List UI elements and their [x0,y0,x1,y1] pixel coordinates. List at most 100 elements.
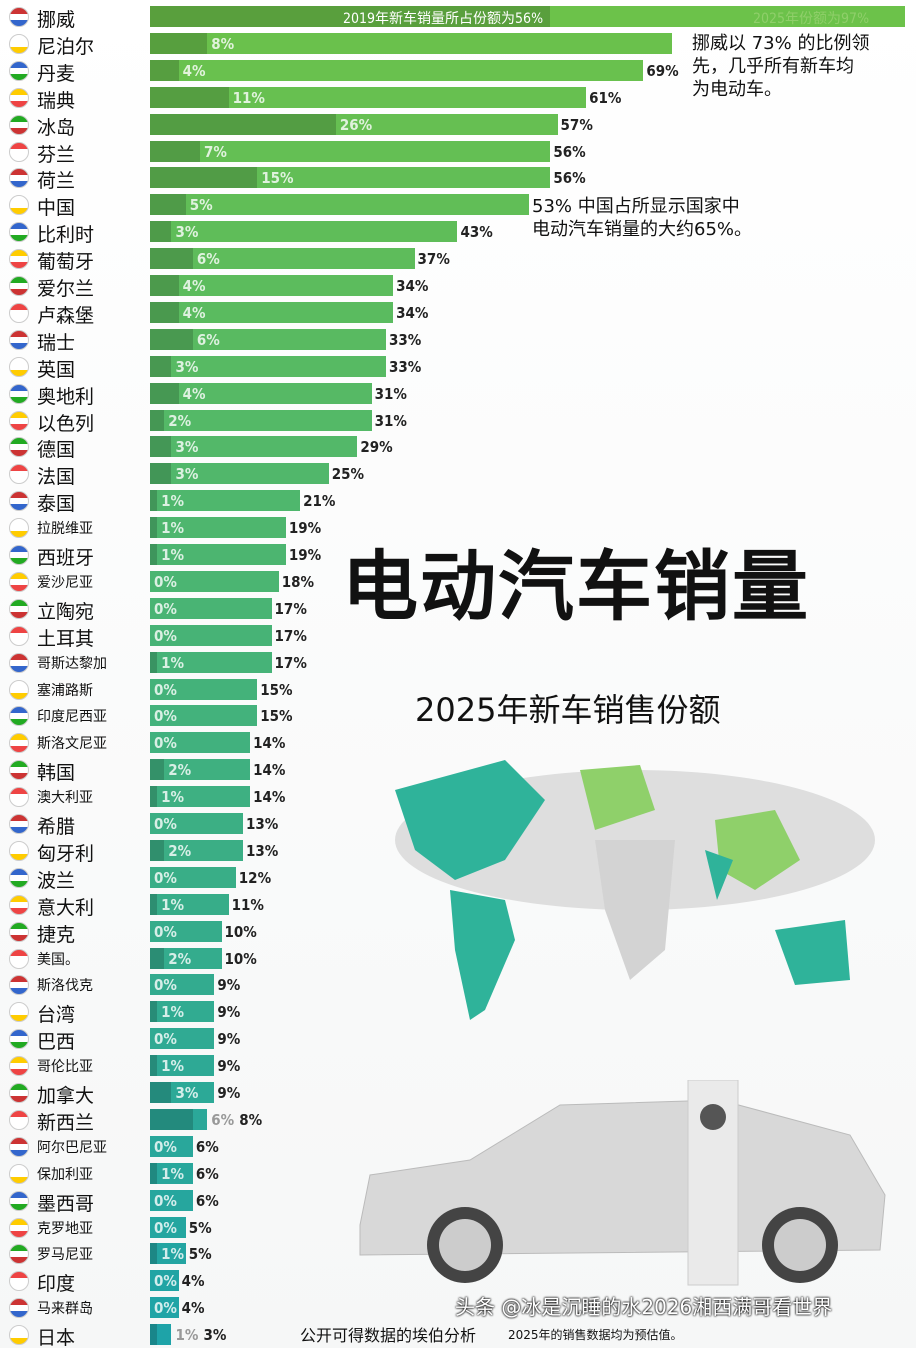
bar-2019 [150,1162,158,1184]
flag-icon [9,222,29,243]
bar-label-2019: 0% [154,1272,177,1291]
bar-label-2019: 6% [196,250,220,269]
bar-2025 [150,275,394,296]
country-label: 保加利亚 [37,1166,93,1183]
country-label: 英国 [37,358,76,381]
bar-label-2025: 19% [288,546,322,564]
bar-label-2019: 3% [175,357,199,376]
india [705,850,733,900]
bar-label-2019: 0% [154,734,177,753]
europe [580,765,655,830]
bar-label-2019: 4% [182,277,206,295]
bar-label-2025: 31% [374,384,407,403]
bar-row: 斯洛伐克 0% 9% [0,971,916,998]
bar-label-2019: 0% [154,922,177,941]
bar-2025 [150,490,301,512]
bar-label-2019: 2% [168,841,192,860]
chart-subtitle: 2025年新车销售份额 [415,691,721,729]
bar-label-2019: 8% [211,34,235,53]
flag-icon [9,410,29,431]
bar-label-2025: 15% [260,707,293,726]
africa [595,840,675,980]
bar-2025 [150,947,222,969]
country-label: 墨西哥 [37,1192,95,1215]
bar-label-2019: 1% [161,519,185,538]
bar-2025 [150,517,286,539]
bar-2025 [150,893,229,915]
bar-2025 [150,920,222,942]
bar-2025 [150,59,644,81]
bar-label-2019: 0% [154,707,177,726]
bar-label-2019: 15% [261,169,294,188]
flag-icon [9,464,29,485]
bar-row: 尼泊尔 8% [0,30,916,58]
bar-label-2025: 33% [388,330,422,349]
country-label: 瑞士 [37,331,76,354]
bar-2025 [150,705,258,727]
flag-icon [9,356,29,377]
flag-icon [9,1083,29,1103]
bar-row: 加拿大 3% 9% [0,1079,916,1107]
bar-2019 [150,59,179,81]
country-label: 泰国 [37,493,76,516]
bar-row: 塞浦路斯 0% 15% [0,676,916,703]
bar-row: 罗马尼亚 1% 5% [0,1240,916,1267]
china-value-label: 53% [532,196,573,217]
annotation-line: 中国占所显示国家中 [577,196,740,217]
bar-2025 [150,866,236,888]
flag-icon [9,141,29,162]
country-label: 台湾 [37,1004,76,1027]
charger-light [700,1104,726,1130]
bar-label-2025: 21% [303,492,336,511]
bar-row: 保加利亚 1% 6% [0,1160,916,1187]
bar-label-2019: 0% [154,1218,177,1237]
bar-2025 [150,1270,179,1292]
bar-label-2025: 14% [253,761,286,780]
bar-2019 [150,140,201,162]
bar-label-2019: 2019年新车销量所占份额为56% [343,11,544,27]
bar-2025 [150,301,394,323]
bar-row: 希腊 0% 13% [0,810,916,838]
flag-icon [9,1325,29,1346]
bar-2019 [150,947,165,969]
bar-label-2025: 25% [331,465,365,484]
country-label: 挪威 [37,9,76,31]
bar-label-2019: 1% [161,895,185,914]
country-label: 澳大利亚 [37,790,93,807]
flag-icon [9,1109,29,1130]
bar-label-2025: 56% [553,169,586,188]
country-label: 葡萄牙 [37,251,95,274]
bar-label-2025: 34% [396,303,429,322]
bar-row: 澳大利亚 1% 14% [0,783,916,810]
bar-2025 [150,974,215,996]
bar-label-2019: 1% [161,1245,185,1264]
bar-row: 英国 3% 33% [0,353,916,381]
bar-label-2019: 1% [161,546,185,564]
bar-2019 [150,1055,158,1077]
flag-icon [9,706,29,727]
flag-icon [9,840,29,861]
flag-icon [9,1298,29,1319]
bar-2025 [150,355,386,377]
bar-label-2025: 6% [195,1164,219,1183]
bar-2019 [150,544,158,565]
flag-icon [9,1002,29,1023]
bar-2019 [150,275,179,296]
bar-2019 [150,490,158,512]
car-body [359,1099,886,1256]
bar-label-2025: 6% [195,1137,219,1156]
china-annotation: 53% 中国占所显示国家中 电动汽车销量的大约65%。 [532,195,752,241]
bar-label-2025: 17% [274,599,307,618]
bar-row: 卢森堡 4% 34% [0,299,916,327]
bar-2025 [150,409,372,431]
china [715,810,800,890]
country-label: 印度尼西亚 [37,709,107,726]
bar-label-2025: 4% [181,1272,205,1291]
bar-row: 匈牙利 2% 13% [0,837,916,865]
country-label: 克罗地亚 [37,1220,93,1237]
bar-2025 [150,678,258,700]
bar-2025 [150,1028,215,1050]
country-label: 瑞典 [37,89,76,112]
country-label: 中国 [37,197,76,220]
bar-label-2019: 26% [339,115,373,134]
